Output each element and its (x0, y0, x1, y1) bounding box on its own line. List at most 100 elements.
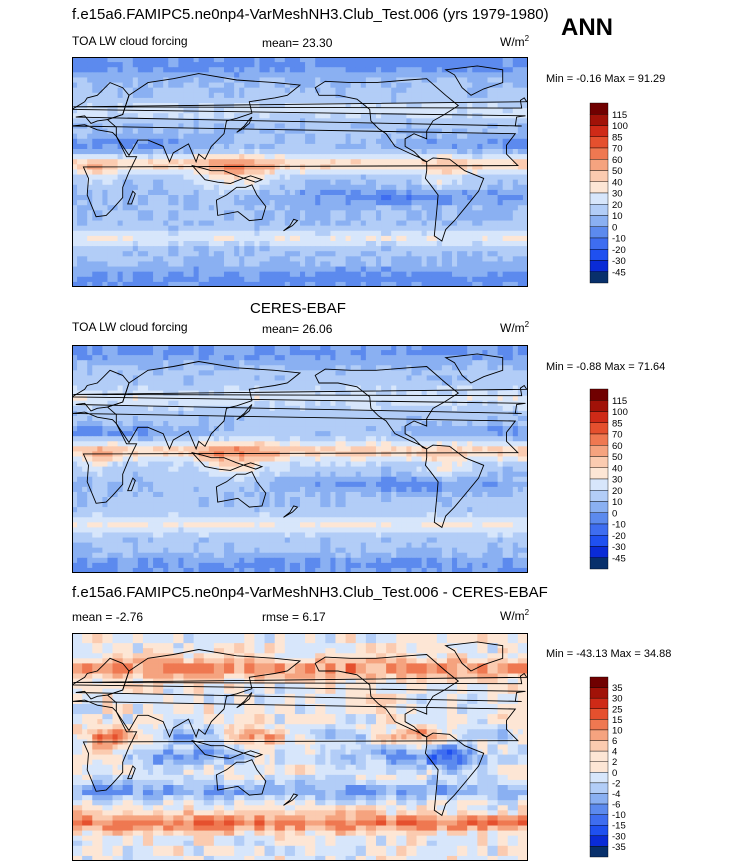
coastline-uk (73, 672, 528, 685)
colorbar-box (589, 400, 609, 412)
colorbar-tick-label: -10 (612, 234, 626, 245)
coastline-samerica (424, 444, 485, 529)
colorbar-tick-label: 30 (612, 694, 623, 705)
colorbar-box (589, 159, 609, 171)
panel1-mean: mean= 23.30 (262, 36, 333, 50)
colorbar-tick-label: -20 (612, 245, 626, 256)
ceres-lw-cloud-forcing-map (72, 345, 528, 573)
coastline-australia (215, 471, 267, 508)
colorbar-tick-label: 100 (612, 121, 628, 132)
coastline-australia (215, 184, 267, 222)
colorbar-tick-label: 85 (612, 418, 623, 429)
colorbar-box (589, 772, 609, 784)
colorbar-tick-label: 20 (612, 486, 623, 497)
colorbar-tick-label: -20 (612, 531, 626, 542)
colorbar-box (589, 546, 609, 558)
colorbar-box (589, 740, 609, 752)
model-lw-cloud-forcing-map (72, 57, 528, 287)
panel2-mean: mean= 26.06 (262, 322, 333, 336)
colorbar-box (589, 687, 609, 699)
colorbar-tick-label: 60 (612, 441, 623, 452)
colorbar-tick-label: -6 (612, 800, 620, 811)
colorbar-tick-label: 115 (612, 396, 627, 407)
colorbar-tick-label: -45 (612, 267, 626, 278)
panel3-rmse: rmse = 6.17 (262, 610, 326, 624)
panel2-units: W/m2 (500, 320, 530, 335)
colorbar-box (589, 170, 609, 182)
colorbar-box (589, 249, 609, 261)
colorbar-tick-label: 20 (612, 200, 623, 211)
colorbar-box (589, 181, 609, 194)
colorbar-box (589, 237, 609, 250)
colorbar-box (589, 467, 609, 480)
colorbar-box (589, 729, 609, 741)
colorbar-box (589, 411, 609, 423)
coastline-europe (72, 82, 526, 127)
panel3-minmax: Min = -43.13 Max = 34.88 (546, 648, 672, 660)
colorbar-box (589, 388, 609, 401)
colorbar-box (589, 445, 609, 457)
coastline-greenland (444, 65, 504, 96)
colorbar-box (589, 793, 609, 805)
colorbar-box (589, 523, 609, 536)
coastline-nz (283, 793, 299, 806)
colorbar-tick-label: 85 (612, 132, 623, 143)
coastline-japan (236, 116, 253, 133)
colorbar-tick-label: 70 (612, 144, 623, 155)
colorbar-tick-label: -30 (612, 256, 626, 267)
coastline-europe (72, 369, 526, 414)
coastline-nz (283, 505, 299, 518)
coastline-australia (215, 759, 267, 796)
panel2-minmax: Min = -0.88 Max = 71.64 (546, 361, 666, 373)
colorbar-tick-label: -45 (612, 553, 626, 564)
colorbar-box (589, 501, 609, 513)
colorbar-tick-label: -10 (612, 520, 626, 531)
colorbar-box (589, 814, 609, 826)
panel3-title: f.e15a6.FAMIPC5.ne0np4-VarMeshNH3.Club_T… (72, 584, 548, 601)
coastline-africa (72, 124, 519, 218)
colorbar-box (589, 192, 609, 205)
colorbar-tick-label: 10 (612, 725, 623, 736)
coastline-asia (106, 73, 302, 164)
colorbar-box (589, 147, 609, 160)
panel2-subtitle: TOA LW cloud forcing (72, 320, 188, 334)
colorbar-tick-label: 100 (612, 407, 628, 418)
coastline-greenland (444, 641, 504, 672)
colorbar-tick-label: 30 (612, 189, 623, 200)
coastline-namerica (314, 78, 460, 163)
panel2-title: CERES-EBAF (250, 300, 346, 317)
panel1-subtitle: TOA LW cloud forcing (72, 34, 188, 48)
coastline-indonesia (190, 451, 264, 471)
coastline-uk (73, 97, 528, 109)
colorbar-tick-label: -35 (612, 842, 626, 853)
colorbar-box (589, 803, 609, 815)
colorbar-box (589, 846, 609, 858)
coastline-indonesia (190, 739, 264, 759)
coastline-europe (72, 657, 526, 702)
coastline-asia (106, 649, 302, 739)
colorbar-box (589, 825, 609, 837)
colorbar-box (589, 114, 609, 126)
colorbar-tick-label: 40 (612, 177, 623, 188)
colorbar-box (589, 535, 609, 547)
season-label: ANN (561, 14, 613, 41)
colorbar-tick-label: 10 (612, 497, 623, 508)
colorbar-box (589, 260, 609, 272)
panel1-units: W/m2 (500, 34, 530, 49)
coastline-greenland (444, 353, 504, 384)
colorbar-box (589, 204, 609, 216)
colorbar-box (589, 125, 609, 137)
colorbar-box (589, 271, 609, 284)
colorbar-tick-label: 50 (612, 166, 623, 177)
colorbar-tick-label: 50 (612, 452, 623, 463)
figure-title: f.e15a6.FAMIPC5.ne0np4-VarMeshNH3.Club_T… (72, 6, 549, 23)
panel3-units: W/m2 (500, 608, 530, 623)
colorbar-box (589, 719, 609, 731)
colorbar-box (589, 226, 609, 239)
coastline-madagascar (127, 765, 136, 780)
coastline-asia (106, 361, 302, 451)
colorbar-tick-label: 0 (612, 508, 617, 519)
